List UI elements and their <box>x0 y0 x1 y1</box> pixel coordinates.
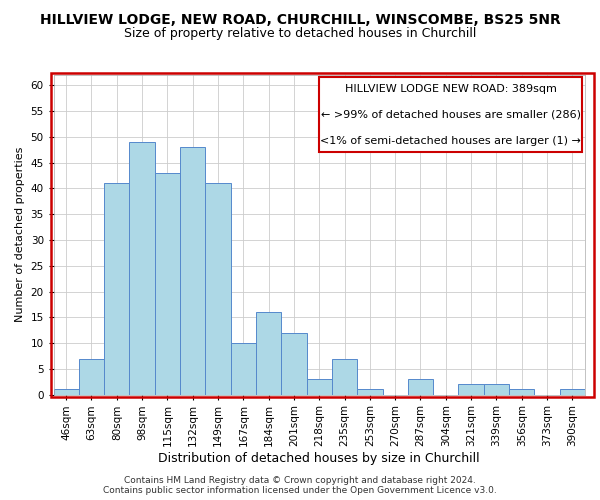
Bar <box>408 379 433 394</box>
X-axis label: Distribution of detached houses by size in Churchill: Distribution of detached houses by size … <box>158 452 480 465</box>
Text: HILLVIEW LODGE NEW ROAD: 389sqm: HILLVIEW LODGE NEW ROAD: 389sqm <box>345 84 557 94</box>
Bar <box>205 184 230 394</box>
Bar <box>357 390 383 394</box>
Bar <box>230 343 256 394</box>
Bar <box>281 332 307 394</box>
Bar <box>180 147 205 394</box>
Bar <box>332 358 357 394</box>
Bar <box>53 390 79 394</box>
Text: ← >99% of detached houses are smaller (286): ← >99% of detached houses are smaller (2… <box>321 110 581 120</box>
Bar <box>484 384 509 394</box>
Bar <box>509 390 535 394</box>
Y-axis label: Number of detached properties: Number of detached properties <box>15 147 25 322</box>
Bar <box>458 384 484 394</box>
Bar <box>130 142 155 395</box>
Text: HILLVIEW LODGE, NEW ROAD, CHURCHILL, WINSCOMBE, BS25 5NR: HILLVIEW LODGE, NEW ROAD, CHURCHILL, WIN… <box>40 12 560 26</box>
Bar <box>560 390 585 394</box>
FancyBboxPatch shape <box>319 76 583 152</box>
Bar <box>79 358 104 394</box>
Bar <box>307 379 332 394</box>
Text: Size of property relative to detached houses in Churchill: Size of property relative to detached ho… <box>124 28 476 40</box>
Bar <box>256 312 281 394</box>
Text: <1% of semi-detached houses are larger (1) →: <1% of semi-detached houses are larger (… <box>320 136 581 145</box>
Text: Contains HM Land Registry data © Crown copyright and database right 2024.: Contains HM Land Registry data © Crown c… <box>124 476 476 485</box>
Text: Contains public sector information licensed under the Open Government Licence v3: Contains public sector information licen… <box>103 486 497 495</box>
Bar <box>155 173 180 394</box>
Bar <box>104 184 130 394</box>
